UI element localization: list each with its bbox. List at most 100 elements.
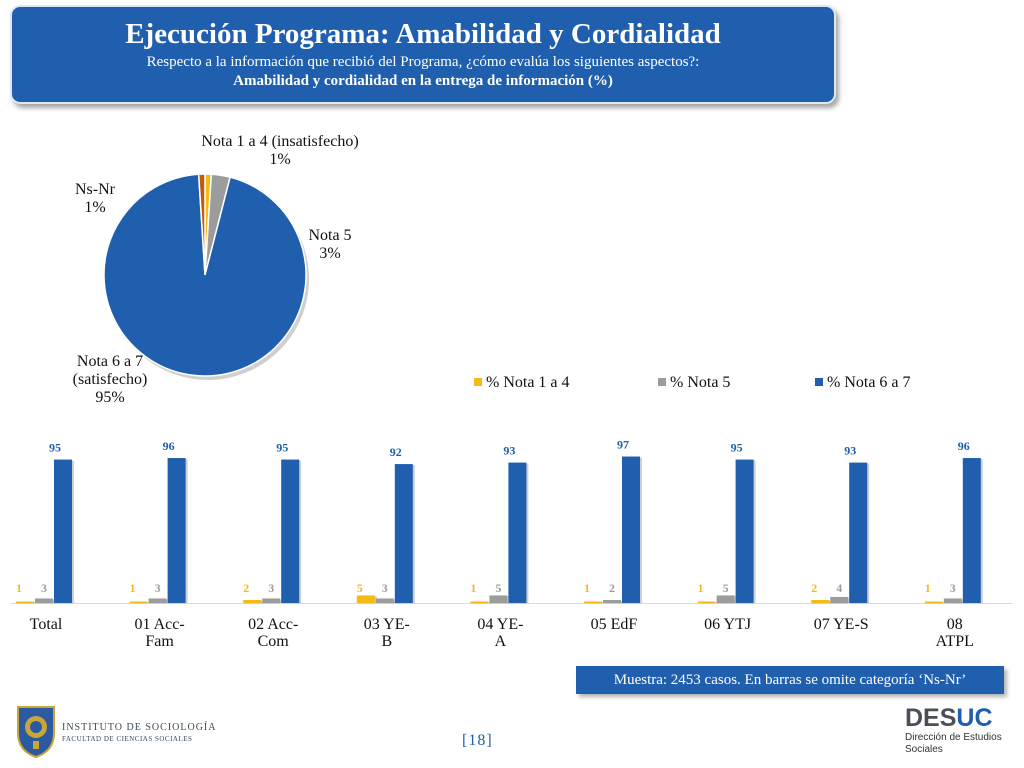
bar-value-label: 93 xyxy=(844,444,856,458)
pie-slice xyxy=(197,173,206,276)
bar-value-label: 1 xyxy=(16,581,22,595)
bar xyxy=(962,458,981,603)
desuc-tagline-2: Sociales xyxy=(905,744,943,755)
category-label: 07 YE-S xyxy=(814,616,869,633)
legend-item: % Nota 1 a 4 xyxy=(474,374,570,391)
category-label: 02 Acc-Com xyxy=(248,616,298,650)
instituto-logo: INSTITUTO DE SOCIOLOGÍA FACULTAD DE CIEN… xyxy=(14,703,215,759)
legend-item: % Nota 5 xyxy=(658,374,730,391)
bar-shadow xyxy=(18,602,36,604)
bar-value-label: 95 xyxy=(276,441,288,455)
bar xyxy=(470,601,489,603)
svg-text:% Nota 6 a 7: % Nota 6 a 7 xyxy=(827,374,911,391)
bar-value-label: 3 xyxy=(382,581,388,595)
category-label: 05 EdF xyxy=(591,616,638,633)
bar-chart: % Nota 1 a 4 % Nota 5 % Nota 6 a 7 1 3 95 Tota… xyxy=(10,374,1012,650)
category-label: 03 YE-B xyxy=(364,616,410,650)
bar xyxy=(584,601,602,603)
sample-note: Muestra: 2453 casos. En barras se omite … xyxy=(576,666,1004,694)
bar xyxy=(508,462,527,603)
bar xyxy=(735,459,754,603)
legend-item: % Nota 6 a 7 xyxy=(815,374,911,391)
desuc-wordmark: DESUC xyxy=(905,704,993,732)
pie-label: Nota 1 a 4 (insatisfecho) 1% xyxy=(201,133,358,168)
bar xyxy=(943,598,962,603)
bar-value-label: 1 xyxy=(584,581,590,595)
svg-text:% Nota 5: % Nota 5 xyxy=(670,374,730,391)
faculty-name: FACULTAD DE CIENCIAS SOCIALES xyxy=(62,735,193,743)
bar xyxy=(394,464,413,603)
category-label: Total xyxy=(30,616,63,633)
bar-shadow xyxy=(131,602,150,604)
bar xyxy=(16,601,34,603)
bar-value-label: 1 xyxy=(130,581,136,595)
bar xyxy=(849,462,868,603)
bar-value-label: 95 xyxy=(49,441,61,455)
pie-label: Ns-Nr 1% xyxy=(75,181,116,216)
institute-name: INSTITUTO DE SOCIOLOGÍA xyxy=(62,722,217,733)
bar-value-label: 1 xyxy=(698,581,704,595)
bar-value-label: 93 xyxy=(503,444,515,458)
pie-chart: Nota 1 a 4 (insatisfecho) 1% Nota 5 3% Nota … xyxy=(73,133,359,406)
svg-text:Nota 1 a 4 (insatisfecho)1%: Nota 1 a 4 (insatisfecho) 1% xyxy=(201,133,358,168)
page-subtitle-bold: Amabilidad y cordialidad en la entrega d… xyxy=(233,73,613,89)
svg-text:Ns-Nr1%: Ns-Nr 1% xyxy=(75,181,116,216)
category-label: 01 Acc-Fam xyxy=(134,616,184,650)
bar-value-label: 97 xyxy=(617,438,629,452)
bar xyxy=(811,599,830,603)
bar-value-label: 5 xyxy=(723,581,729,595)
bar-value-label: 92 xyxy=(390,445,402,459)
bar xyxy=(167,458,186,603)
svg-text:% Nota 1 a 4: % Nota 1 a 4 xyxy=(486,374,570,391)
page-title: Ejecución Programa: Amabilidad y Cordial… xyxy=(125,18,721,50)
svg-text:Nota 6 a 7(satisfecho)95%: Nota 6 a 7 (satisfecho) 95% xyxy=(73,353,148,406)
university-crest-icon xyxy=(17,706,55,759)
bar xyxy=(830,596,849,603)
category-label: 08 ATPL xyxy=(936,616,974,650)
bar xyxy=(35,598,53,603)
bar-value-label: 96 xyxy=(958,439,970,453)
bar xyxy=(54,459,72,603)
bar xyxy=(356,595,375,603)
bar-value-label: 5 xyxy=(357,581,363,595)
bar-shadow xyxy=(699,602,718,604)
bar-value-label: 3 xyxy=(155,581,161,595)
bar-shadow xyxy=(472,602,491,604)
bar-value-label: 3 xyxy=(268,581,274,595)
category-label: 06 YTJ xyxy=(704,616,751,633)
bar-value-label: 95 xyxy=(731,441,743,455)
bar-value-label: 3 xyxy=(950,581,956,595)
pie-slice xyxy=(103,173,307,377)
bar xyxy=(129,601,148,603)
bar-value-label: 96 xyxy=(163,439,175,453)
pie-label: Nota 5 3% xyxy=(308,227,351,262)
bar-value-label: 3 xyxy=(41,581,47,595)
bar xyxy=(716,595,735,603)
bar-value-label: 2 xyxy=(609,581,615,595)
desuc-logo: DESUC Dirección de Estudios Sociales xyxy=(905,704,1015,760)
desuc-tagline-1: Dirección de Estudios xyxy=(905,732,1002,743)
bar xyxy=(148,598,167,603)
page-number: [18] xyxy=(462,732,493,749)
header-banner: Ejecución Programa: Amabilidad y Cordial… xyxy=(10,5,836,104)
pie-label: Nota 6 a 7 (satisfecho) 95% xyxy=(73,353,148,406)
bar xyxy=(622,456,640,603)
svg-text:Nota 53%: Nota 5 3% xyxy=(308,227,351,262)
bar xyxy=(243,599,262,603)
category-label: 04 YE-A xyxy=(477,616,523,650)
bar-value-label: 5 xyxy=(495,581,501,595)
bar-shadow xyxy=(586,602,604,604)
bar-value-label: 1 xyxy=(925,581,931,595)
bar-value-label: 2 xyxy=(811,581,817,595)
page-subtitle: Respecto a la información que recibió de… xyxy=(146,54,700,70)
bar xyxy=(489,595,508,603)
bar xyxy=(375,598,394,603)
bar xyxy=(924,601,943,603)
bar-value-label: 1 xyxy=(470,581,476,595)
bar xyxy=(281,459,300,603)
bar-value-label: 2 xyxy=(243,581,249,595)
bar xyxy=(603,599,621,603)
bar xyxy=(697,601,716,603)
bar-value-label: 4 xyxy=(836,581,842,595)
bar-shadow xyxy=(926,602,945,604)
